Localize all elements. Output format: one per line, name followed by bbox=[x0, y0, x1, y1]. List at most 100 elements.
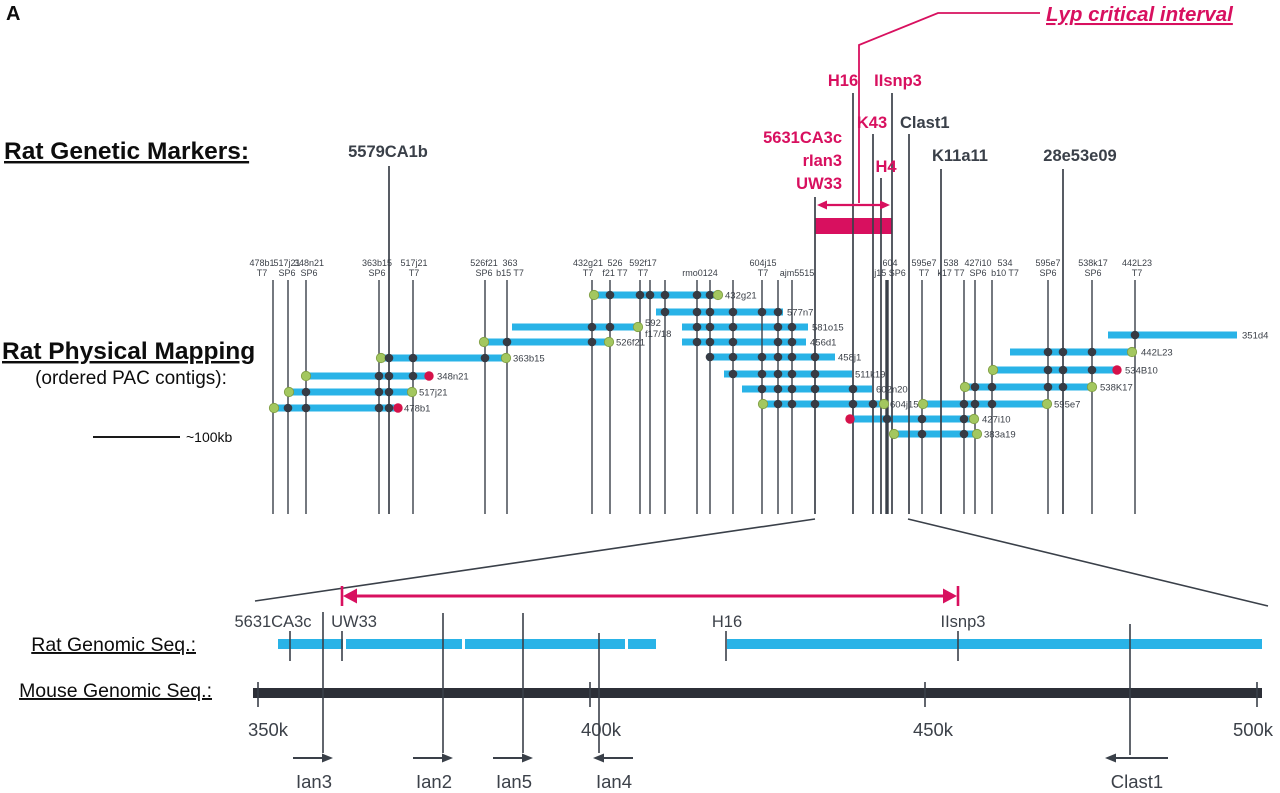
marker-crossing-dot bbox=[705, 322, 715, 332]
physical-mapping-subheading: (ordered PAC contigs): bbox=[35, 368, 227, 389]
clone-end-dot-green bbox=[478, 336, 490, 348]
gene-label: Ian5 bbox=[496, 771, 532, 792]
gene-arrowhead bbox=[442, 753, 453, 763]
pac-column-label: f21 T7 bbox=[602, 268, 627, 278]
marker-crossing-dot bbox=[787, 352, 797, 362]
gene-arrowhead bbox=[593, 753, 604, 763]
pac-column-label: 517j21 bbox=[273, 258, 300, 268]
marker-crossing-dot bbox=[408, 371, 418, 381]
clone-end-dot-green bbox=[632, 321, 644, 333]
clone-end-dot-red bbox=[1112, 365, 1122, 375]
rat-seq-bar-segment bbox=[727, 639, 1262, 649]
marker-crossing-dot bbox=[502, 337, 512, 347]
seq-marker-label: H16 bbox=[712, 613, 742, 631]
contig-label: 517j21 bbox=[419, 388, 448, 399]
marker-crossing-dot bbox=[480, 353, 490, 363]
pac-column-label: SP6 bbox=[1084, 268, 1101, 278]
marker-crossing-dot bbox=[773, 352, 783, 362]
pac-column-label: SP6 bbox=[969, 268, 986, 278]
clone-end-dot-red bbox=[393, 403, 403, 413]
interval-arrowhead-right bbox=[943, 588, 957, 604]
marker-crossing-dot bbox=[1058, 365, 1068, 375]
marker-crossing-dot bbox=[773, 337, 783, 347]
pac-column-label: 363 bbox=[502, 258, 517, 268]
clone-end-dot-green bbox=[1086, 381, 1098, 393]
contig-label: 534B10 bbox=[1125, 366, 1158, 377]
marker-crossing-dot bbox=[728, 322, 738, 332]
gene-arrowhead bbox=[322, 753, 333, 763]
clone-end-dot-red bbox=[845, 414, 855, 424]
contig-label: 581o15 bbox=[812, 323, 844, 334]
pac-column-label: b10 T7 bbox=[991, 268, 1019, 278]
marker-crossing-dot bbox=[660, 307, 670, 317]
marker-label: 5579CA1b bbox=[348, 143, 428, 161]
marker-crossing-dot bbox=[605, 290, 615, 300]
marker-label: H16 bbox=[828, 72, 858, 90]
clone-end-dot-green bbox=[971, 428, 983, 440]
contig-label: 592 bbox=[645, 318, 661, 329]
marker-crossing-dot bbox=[1087, 365, 1097, 375]
pac-column-label: 427i10 bbox=[964, 258, 991, 268]
scale-label: 500k bbox=[1233, 719, 1274, 740]
marker-crossing-dot bbox=[1043, 347, 1053, 357]
contig-bar bbox=[304, 372, 431, 380]
marker-crossing-dot bbox=[660, 290, 670, 300]
contig-label: 442L23 bbox=[1141, 348, 1173, 359]
marker-crossing-dot bbox=[757, 307, 767, 317]
marker-label: K43 bbox=[857, 114, 887, 132]
pac-column-label: T7 bbox=[257, 268, 268, 278]
clone-end-dot-red bbox=[424, 371, 434, 381]
marker-label: UW33 bbox=[796, 175, 842, 193]
pac-column-label: SP6 bbox=[300, 268, 317, 278]
pac-column-label: 604j15 bbox=[749, 258, 776, 268]
scale-label: 400k bbox=[581, 719, 622, 740]
marker-crossing-dot bbox=[692, 337, 702, 347]
marker-crossing-dot bbox=[605, 322, 615, 332]
contig-bar bbox=[761, 400, 886, 408]
pac-column-label: 538k17 bbox=[1078, 258, 1108, 268]
marker-crossing-dot bbox=[384, 371, 394, 381]
contig-bar bbox=[991, 366, 1119, 374]
pac-column-label: 442L23 bbox=[1122, 258, 1152, 268]
marker-crossing-dot bbox=[882, 414, 892, 424]
pac-column-label: 432g21 bbox=[573, 258, 603, 268]
marker-label: 5631CA3c bbox=[763, 129, 842, 147]
marker-crossing-dot bbox=[384, 353, 394, 363]
marker-crossing-dot bbox=[987, 382, 997, 392]
marker-crossing-dot bbox=[917, 414, 927, 424]
scale-label: 350k bbox=[248, 719, 289, 740]
contig-bar bbox=[272, 404, 400, 412]
pac-column-label: 348n21 bbox=[294, 258, 324, 268]
marker-crossing-dot bbox=[1130, 330, 1140, 340]
clone-end-dot-green bbox=[1041, 398, 1053, 410]
contig-bar bbox=[682, 323, 808, 331]
pac-column-label: 595e7 bbox=[911, 258, 936, 268]
clone-end-dot-green bbox=[406, 386, 418, 398]
clone-end-dot-green bbox=[375, 352, 387, 364]
marker-crossing-dot bbox=[301, 403, 311, 413]
marker-label: H4 bbox=[875, 158, 897, 176]
pac-column-label: T7 bbox=[638, 268, 649, 278]
marker-crossing-dot bbox=[1087, 347, 1097, 357]
contig-label: 595e7 bbox=[1054, 400, 1080, 411]
pac-column-label: 595e7 bbox=[1035, 258, 1060, 268]
marker-crossing-dot bbox=[787, 384, 797, 394]
contig-label: 427i10 bbox=[982, 415, 1011, 426]
pac-column-label: ajm5515 bbox=[780, 268, 815, 278]
lyp-interval-label: Lyp critical interval bbox=[1046, 3, 1234, 26]
marker-crossing-dot bbox=[917, 429, 927, 439]
pac-column-label: 526 bbox=[607, 258, 622, 268]
contig-label: 351d4 bbox=[1242, 331, 1268, 342]
marker-crossing-dot bbox=[810, 384, 820, 394]
pac-column-label: 478b1 bbox=[249, 258, 274, 268]
clone-end-dot-green bbox=[603, 336, 615, 348]
marker-crossing-dot bbox=[1043, 365, 1053, 375]
pac-column-label: 363b15 bbox=[362, 258, 392, 268]
contig-bar bbox=[592, 291, 721, 299]
contig-label: 526f21 bbox=[616, 338, 645, 349]
marker-label: K11a11 bbox=[932, 147, 988, 165]
contig-bar bbox=[848, 415, 976, 423]
marker-crossing-dot bbox=[1058, 382, 1068, 392]
marker-crossing-dot bbox=[283, 403, 293, 413]
